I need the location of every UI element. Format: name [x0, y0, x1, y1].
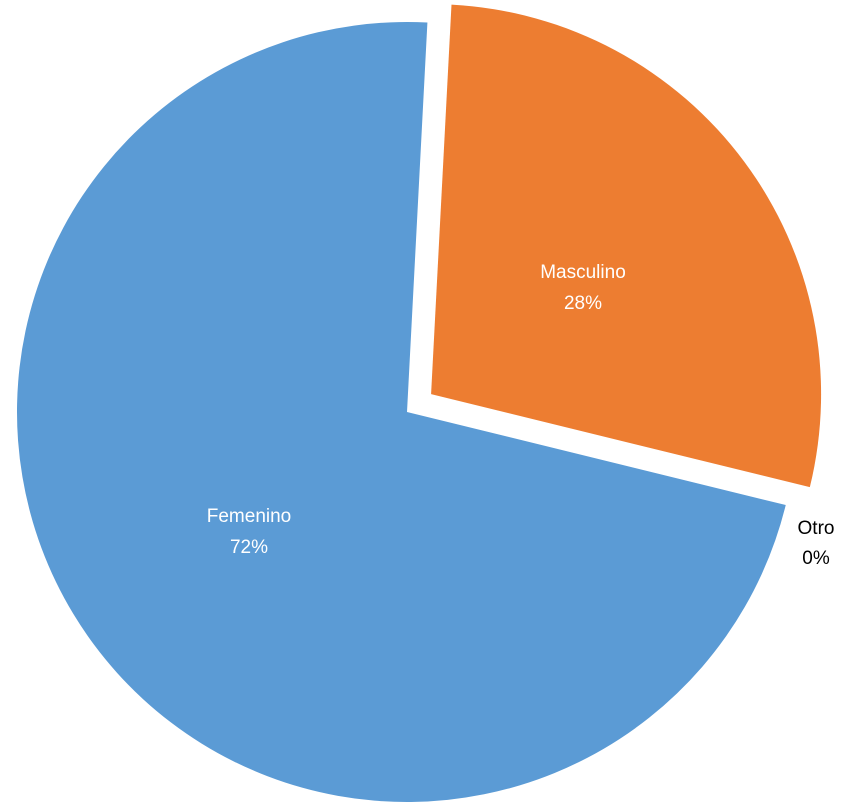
data-label-otro-percent: 0% — [802, 548, 830, 569]
data-label-otro-name: Otro — [798, 518, 835, 539]
pie-slice-masculino — [431, 4, 822, 488]
data-label-femenino-name: Femenino — [207, 506, 292, 527]
pie-slice-femenino — [16, 21, 786, 803]
data-label-masculino-percent: 28% — [564, 293, 602, 314]
data-label-femenino-percent: 72% — [230, 537, 268, 558]
data-label-masculino-name: Masculino — [540, 262, 626, 283]
